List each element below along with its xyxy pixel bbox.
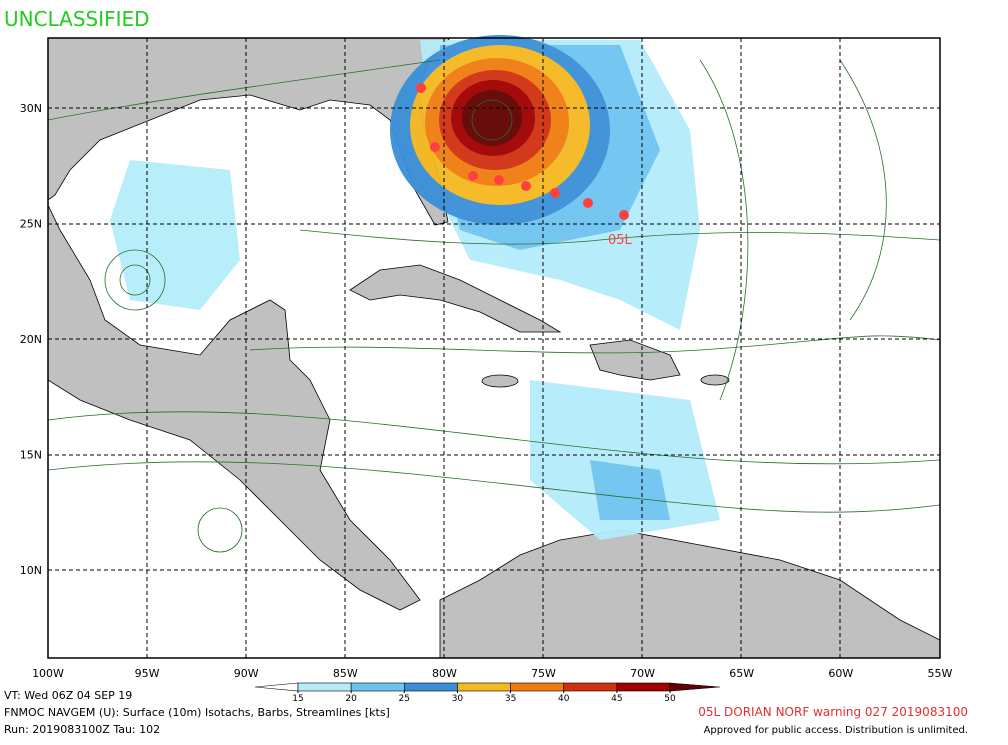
colorbar-tick-label: 35: [505, 694, 516, 704]
colorbar-low-end: [254, 682, 299, 692]
longitude-label: 85W: [333, 667, 358, 680]
land-puerto-rico: [700, 374, 730, 386]
colorbar-tick-label: 25: [399, 694, 410, 704]
colorbar-tick-label: 45: [611, 694, 622, 704]
longitude-labels: 100W 95W 90W 85W 80W 75W 70W 65W 60W 55W: [32, 667, 952, 680]
colorbar-segment: [510, 682, 565, 692]
colorbar-segment: [563, 682, 618, 692]
map-frame: [47, 37, 941, 659]
longitude-label: 60W: [828, 667, 853, 680]
warning-info: 05L DORIAN NORF warning 027 2019083100: [698, 705, 968, 719]
latitude-label: 20N: [20, 333, 42, 346]
map-area: 05L: [47, 35, 941, 659]
colorbar-tick-label: 50: [664, 694, 676, 704]
model-description: FNMOC NAVGEM (U): Surface (10m) Isotachs…: [4, 706, 390, 719]
latitude-labels: 30N 25N 20N 15N 10N: [20, 102, 42, 577]
land-hispaniola: [589, 339, 681, 381]
storm-track: [416, 83, 629, 220]
colorbar: 15 20 25 30 35 40 45 50: [254, 682, 721, 704]
colorbar-segment: [457, 682, 511, 692]
longitude-label: 80W: [432, 667, 457, 680]
longitude-label: 95W: [135, 667, 160, 680]
longitude-label: 75W: [531, 667, 556, 680]
longitude-label: 100W: [32, 667, 64, 680]
longitude-label: 55W: [927, 667, 952, 680]
latitude-label: 25N: [20, 218, 42, 231]
colorbar-tick-label: 40: [558, 694, 570, 704]
latitude-label: 10N: [20, 564, 42, 577]
colorbar-tick-label: 15: [292, 694, 303, 704]
longitude-label: 70W: [630, 667, 655, 680]
land-cuba: [349, 264, 562, 333]
storm-label: 05L: [608, 233, 633, 248]
valid-time: VT: Wed 06Z 04 SEP 19: [4, 689, 132, 702]
longitude-label: 65W: [729, 667, 754, 680]
land-jamaica: [481, 374, 519, 388]
isotach-field: [110, 35, 720, 540]
colorbar-tick-label: 30: [452, 694, 464, 704]
colorbar-high-end: [669, 682, 721, 692]
colorbar-segment: [616, 682, 671, 692]
longitude-label: 90W: [234, 667, 259, 680]
latitude-label: 30N: [20, 102, 42, 115]
latitude-label: 15N: [20, 449, 42, 462]
colorbar-segment: [403, 682, 458, 692]
classification: UNCLASSIFIED: [4, 7, 150, 31]
land-mexico-central-america: [47, 204, 421, 611]
graticule: [48, 38, 940, 658]
colorbar-segment: [297, 682, 352, 692]
streamlines: [47, 59, 941, 553]
colorbar-segment: [350, 682, 405, 692]
approval-note: Approved for public access. Distribution…: [704, 725, 968, 736]
run-info: Run: 2019083100Z Tau: 102: [4, 723, 160, 736]
colorbar-tick-label: 20: [345, 694, 357, 704]
